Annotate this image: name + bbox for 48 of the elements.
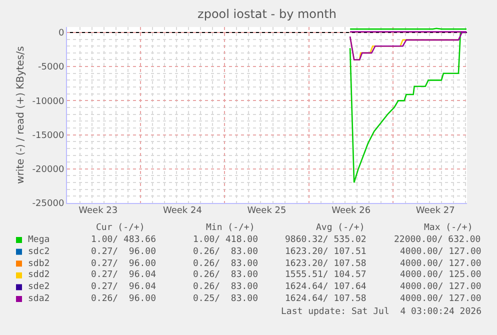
text: 1623.20/ 107.58	[285, 259, 366, 269]
text: 4000.00/ 125.00	[400, 270, 482, 280]
legend-label: sdb2	[28, 259, 50, 269]
x-tick-label: Week 24	[162, 206, 202, 216]
text: 1555.51/ 104.57	[285, 270, 366, 280]
y-tick-label: -5000	[38, 62, 64, 73]
text: 1.00/ 418.00	[193, 235, 258, 245]
text: 0.27/ 96.04	[91, 270, 156, 280]
chart-title: zpool iostat - by month	[198, 7, 336, 22]
y-axis-title: write (-) / read (+) KBytes/s	[15, 46, 26, 184]
x-tick-label: Week 27	[416, 206, 455, 216]
text: Min (-/+)	[206, 223, 255, 233]
text: 1.00/ 483.66	[91, 235, 156, 245]
text: 0.26/ 83.00	[193, 270, 258, 280]
text: 0.27/ 96.00	[91, 247, 156, 257]
text: 1624.64/ 107.58	[285, 294, 366, 304]
text: 1624.64/ 107.64	[285, 282, 366, 292]
y-tick-label: -25000	[32, 199, 64, 210]
text: 22000.00/ 632.00	[394, 235, 481, 245]
legend-label: sda2	[28, 294, 50, 304]
y-tick-label: -15000	[32, 130, 64, 141]
text: Max (-/+)	[424, 223, 473, 233]
text: 4000.00/ 127.00	[400, 247, 482, 257]
text: 0.26/ 83.00	[193, 282, 258, 292]
text: 4000.00/ 127.00	[400, 259, 482, 269]
text: 0.25/ 83.00	[193, 294, 258, 304]
text: 0.27/ 96.00	[91, 259, 156, 269]
x-tick-label: Week 23	[78, 206, 118, 216]
y-tick-label: -10000	[32, 96, 64, 107]
text: 1623.20/ 107.51	[285, 247, 366, 257]
text: 0.26/ 96.00	[91, 294, 156, 304]
text: 4000.00/ 127.00	[400, 294, 482, 304]
legend-label: Mega	[28, 235, 50, 245]
legend-label: sde2	[28, 282, 50, 292]
y-tick-label: 0	[58, 28, 64, 39]
text: 0.26/ 83.00	[193, 259, 258, 269]
y-tick-label: -20000	[32, 165, 64, 176]
text: Avg (-/+)	[316, 223, 365, 233]
text: 4000.00/ 127.00	[400, 282, 482, 292]
text: 9860.32/ 535.02	[285, 235, 366, 245]
x-tick-label: Week 26	[332, 206, 371, 216]
legend-label: sdc2	[28, 247, 50, 257]
text: 0.26/ 83.00	[193, 247, 258, 257]
x-tick-label: Week 25	[247, 206, 286, 216]
legend-label: sdd2	[28, 270, 50, 280]
text: Cur (-/+)	[96, 223, 145, 233]
text: 0.27/ 96.04	[91, 282, 156, 292]
text: Last update: Sat Jul 4 03:00:24 2026	[281, 307, 482, 317]
